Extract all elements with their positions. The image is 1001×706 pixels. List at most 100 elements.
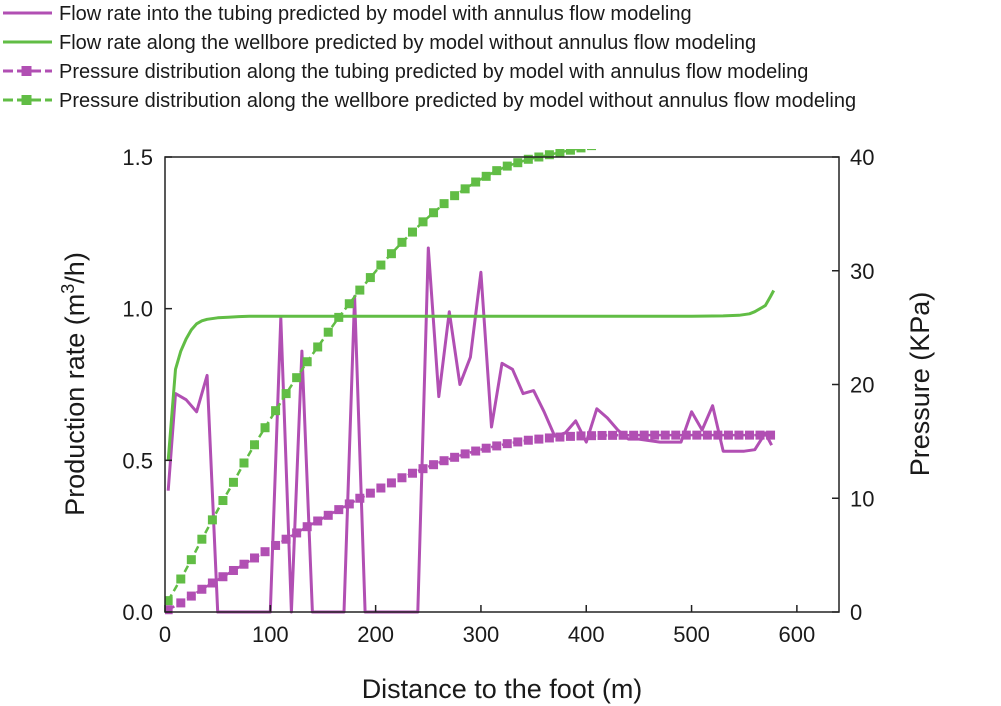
- series-3-point: [755, 430, 765, 440]
- series-4-point: [355, 285, 365, 295]
- series-3-point: [376, 483, 386, 493]
- series-3-point: [723, 430, 733, 440]
- legend-swatch-marker: [21, 95, 32, 105]
- series-3-point: [681, 430, 691, 440]
- legend-swatch-marker: [21, 66, 32, 76]
- series-4-point: [502, 161, 512, 171]
- series-3-point: [313, 516, 323, 526]
- series-4-point: [661, 130, 670, 139]
- series-4-point: [313, 342, 323, 352]
- series-4-point: [197, 534, 207, 544]
- series-3-point: [197, 584, 207, 594]
- series-4-point: [692, 127, 701, 136]
- x-tick-label: 0: [159, 622, 171, 647]
- series-3-point: [702, 430, 712, 440]
- series-4-point: [682, 128, 691, 137]
- series-4-point: [598, 139, 607, 148]
- series-4-point: [629, 133, 638, 142]
- y-axis-label: Production rate (m3/h): [58, 252, 90, 516]
- series-3-point: [576, 431, 586, 441]
- series-3-point: [481, 443, 491, 453]
- series-2-line: [166, 289, 776, 461]
- series-3-point: [471, 446, 481, 456]
- y-tick-label: 1.0: [122, 297, 153, 322]
- series-4-point: [587, 149, 597, 151]
- series-4-point: [745, 125, 754, 134]
- series-4-point: [555, 149, 565, 157]
- legend-item-3: Pressure distribution along the tubing p…: [3, 61, 808, 83]
- series-3-point: [608, 430, 618, 440]
- series-3-point: [597, 430, 607, 440]
- series-3-point: [323, 510, 333, 520]
- y-axis-label-suffix: /h): [60, 252, 90, 284]
- series-3-point: [397, 473, 407, 483]
- y2-tick-label: 0: [850, 600, 862, 625]
- series-3-point: [555, 432, 565, 442]
- series-4-point: [671, 129, 680, 138]
- series-3-point: [502, 439, 512, 449]
- series-layer: [165, 125, 776, 615]
- series-3-point: [650, 430, 660, 440]
- legend: Flow rate into the tubing predicted by m…: [3, 3, 856, 112]
- y-axis-label-superscript: 3: [58, 284, 78, 294]
- series-3-line: [167, 433, 771, 611]
- y2-tick-label: 40: [850, 145, 874, 170]
- series-4-point: [766, 125, 775, 134]
- series-3-point: [344, 499, 354, 509]
- series-3-point: [228, 565, 238, 575]
- y2-tick-label: 20: [850, 373, 874, 398]
- series-3-point: [513, 437, 523, 447]
- series-3: [165, 430, 776, 615]
- series-3-point: [365, 488, 375, 498]
- y-tick-label: 1.5: [122, 145, 153, 170]
- series-2: [166, 289, 776, 461]
- series-3-point: [176, 598, 186, 608]
- x-tick-label: 500: [673, 622, 710, 647]
- y2-axis-label: Pressure (KPa): [905, 292, 935, 477]
- legend-item-4: Pressure distribution along the wellbore…: [3, 90, 856, 112]
- series-4-point: [260, 423, 270, 433]
- series-3-point: [692, 430, 702, 440]
- series-3-point: [355, 493, 365, 503]
- series-4-point: [207, 515, 217, 525]
- y-axis-label-prefix: Production rate (m: [60, 294, 90, 516]
- series-4-point: [429, 208, 439, 218]
- legend-item-1: Flow rate into the tubing predicted by m…: [3, 3, 692, 25]
- series-3-point: [639, 430, 649, 440]
- series-4-point: [250, 440, 260, 450]
- y2-tick-label: 30: [850, 259, 874, 284]
- series-4-point: [713, 126, 722, 135]
- x-axis-label: Distance to the foot (m): [362, 674, 643, 704]
- series-3-point: [544, 433, 554, 443]
- series-3-point: [218, 572, 228, 582]
- x-tick-label: 200: [357, 622, 394, 647]
- series-3-point: [744, 430, 754, 440]
- series-4-point: [386, 249, 396, 259]
- series-3-point: [165, 605, 173, 615]
- series-3-point: [386, 478, 396, 488]
- series-4-point: [565, 149, 575, 155]
- x-tick-label: 600: [779, 622, 816, 647]
- series-4-point: [418, 217, 428, 227]
- series-3-point: [766, 430, 776, 440]
- y-tick-label: 0.5: [122, 448, 153, 473]
- series-4-point: [481, 171, 491, 181]
- series-3-point: [334, 505, 344, 515]
- series-4-point: [523, 154, 533, 164]
- series-4-point: [302, 357, 312, 367]
- series-3-point: [565, 431, 575, 441]
- series-3-point: [629, 430, 639, 440]
- axes: [164, 156, 840, 613]
- series-3-point: [407, 468, 417, 478]
- legend-item-2: Flow rate along the wellbore predicted b…: [3, 32, 756, 54]
- series-3-point: [450, 452, 460, 462]
- x-tick-label: 300: [463, 622, 500, 647]
- series-4-point: [724, 126, 733, 135]
- legend-label: Pressure distribution along the wellbore…: [59, 90, 856, 112]
- series-4-point: [439, 199, 449, 209]
- series-4-point: [176, 574, 186, 584]
- series-4: [165, 125, 775, 606]
- series-4-point: [281, 389, 291, 399]
- legend-label: Pressure distribution along the tubing p…: [59, 61, 808, 83]
- series-4-point: [756, 125, 765, 134]
